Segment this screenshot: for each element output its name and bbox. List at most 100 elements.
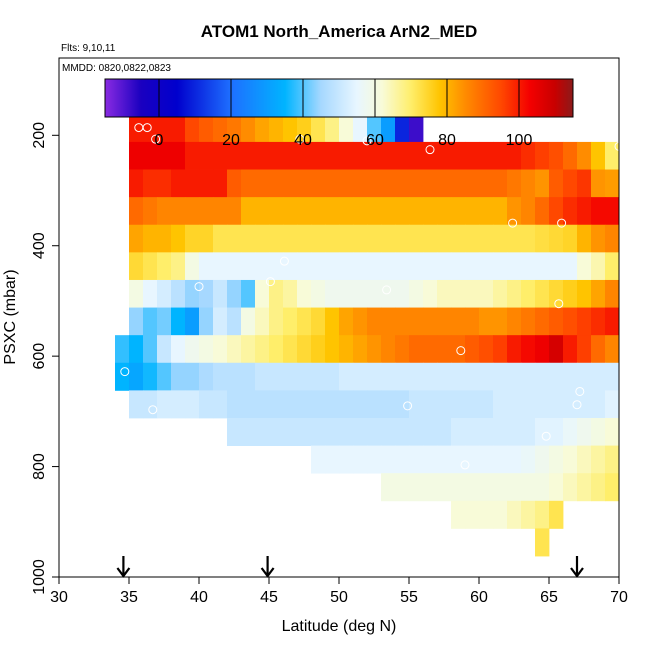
heatmap-cell <box>339 390 354 419</box>
heatmap-cell <box>577 473 592 502</box>
heatmap-cell <box>227 197 242 226</box>
heatmap-cell <box>633 363 647 391</box>
heatmap-cell <box>521 445 536 474</box>
heatmap-cell <box>549 141 564 170</box>
heatmap-cell <box>465 335 480 364</box>
heatmap-cell <box>521 141 536 170</box>
heatmap-cell <box>409 114 424 143</box>
heatmap-cell <box>507 417 522 446</box>
heatmap-cell <box>549 224 564 253</box>
heatmap-cell <box>213 362 228 391</box>
heatmap-cell <box>563 197 578 226</box>
heatmap-cell <box>493 197 508 226</box>
heatmap-cell <box>367 390 382 419</box>
heatmap-cell <box>409 390 424 419</box>
heatmap-cell <box>199 224 214 253</box>
heatmap-cell <box>493 335 508 364</box>
heatmap-cell <box>283 224 298 253</box>
sample-markers <box>120 123 619 470</box>
heatmap-cell <box>409 473 424 502</box>
heatmap-cell <box>115 335 130 364</box>
heatmap-cell <box>129 224 144 253</box>
heatmap-cell <box>395 169 410 198</box>
heatmap-cell <box>535 362 550 391</box>
heatmap-cell <box>129 335 144 364</box>
sample-marker <box>557 218 567 228</box>
x-tick-label: 45 <box>260 589 278 606</box>
heatmap-cell <box>605 307 619 336</box>
heatmap-cell <box>577 224 592 253</box>
heatmap-cell <box>549 362 564 391</box>
heatmap-cell <box>283 307 298 336</box>
heatmap-cell <box>185 114 200 143</box>
heatmap-cell <box>283 114 298 143</box>
heatmap-cell <box>591 279 606 308</box>
heatmap-cell <box>213 141 228 170</box>
heatmap-cell <box>619 418 633 446</box>
heatmap-cell <box>367 445 382 474</box>
heatmap-cell <box>619 473 633 501</box>
heatmap-cell <box>633 418 647 446</box>
colorbar-tick-label: 40 <box>294 132 312 149</box>
heatmap-cell <box>535 169 550 198</box>
heatmap-cell <box>619 363 633 391</box>
heatmap-cell <box>549 279 564 308</box>
heatmap-cell <box>591 445 606 474</box>
heatmap-cell <box>535 445 550 474</box>
heatmap-cell <box>325 197 340 226</box>
heatmap-cell <box>605 362 619 391</box>
heatmap-cell <box>451 445 466 474</box>
heatmap-cell <box>199 252 214 281</box>
heatmap-cell <box>353 169 368 198</box>
heatmap-cell <box>591 335 606 364</box>
heatmap-cell <box>381 252 396 281</box>
heatmap-cell <box>269 197 284 226</box>
heatmap-cell <box>521 307 536 336</box>
sample-marker <box>142 123 152 133</box>
heatmap-cell <box>493 169 508 198</box>
heatmap-cell <box>563 417 578 446</box>
heatmap-cell <box>311 197 326 226</box>
heatmap-cell <box>157 197 172 226</box>
colorbar-gradient <box>104 78 574 118</box>
heatmap-cell <box>451 417 466 446</box>
heatmap-cell <box>199 362 214 391</box>
heatmap-cell <box>213 307 228 336</box>
dates-label: MMDD: 0820,0822,0823 <box>62 63 171 74</box>
heatmap-cell <box>605 169 619 198</box>
heatmap-cell <box>549 473 564 502</box>
heatmap-cell <box>157 279 172 308</box>
heatmap-cell <box>549 169 564 198</box>
heatmap-cell <box>409 224 424 253</box>
heatmap-cell <box>591 169 606 198</box>
heatmap-cell <box>339 362 354 391</box>
heatmap-cell <box>437 224 452 253</box>
heatmap-cell <box>423 445 438 474</box>
heatmap-cell <box>227 141 242 170</box>
heatmap-cell <box>129 114 144 143</box>
heatmap-cell <box>255 417 270 446</box>
heatmap-cell <box>465 362 480 391</box>
heatmap-cell <box>353 224 368 253</box>
heatmap-cell <box>325 362 340 391</box>
heatmap-cell <box>507 362 522 391</box>
heatmap-cell <box>143 335 158 364</box>
heatmap-cell <box>171 390 186 419</box>
heatmap-cell <box>437 362 452 391</box>
heatmap-cell <box>269 114 284 143</box>
heatmap-cell <box>437 141 452 170</box>
heatmap-cell <box>479 252 494 281</box>
heatmap-cell <box>451 252 466 281</box>
heatmap-cell <box>255 224 270 253</box>
colorbar-tick-label: 20 <box>222 132 240 149</box>
heatmap-cell <box>451 335 466 364</box>
heatmap-cell <box>535 224 550 253</box>
sample-marker <box>456 346 466 356</box>
heatmap-cell <box>157 390 172 419</box>
heatmap-cell <box>241 307 256 336</box>
heatmap-cell <box>325 279 340 308</box>
heatmap-cell <box>521 335 536 364</box>
sample-marker <box>460 460 470 470</box>
heatmap-cell <box>381 362 396 391</box>
heatmap-cell <box>339 224 354 253</box>
